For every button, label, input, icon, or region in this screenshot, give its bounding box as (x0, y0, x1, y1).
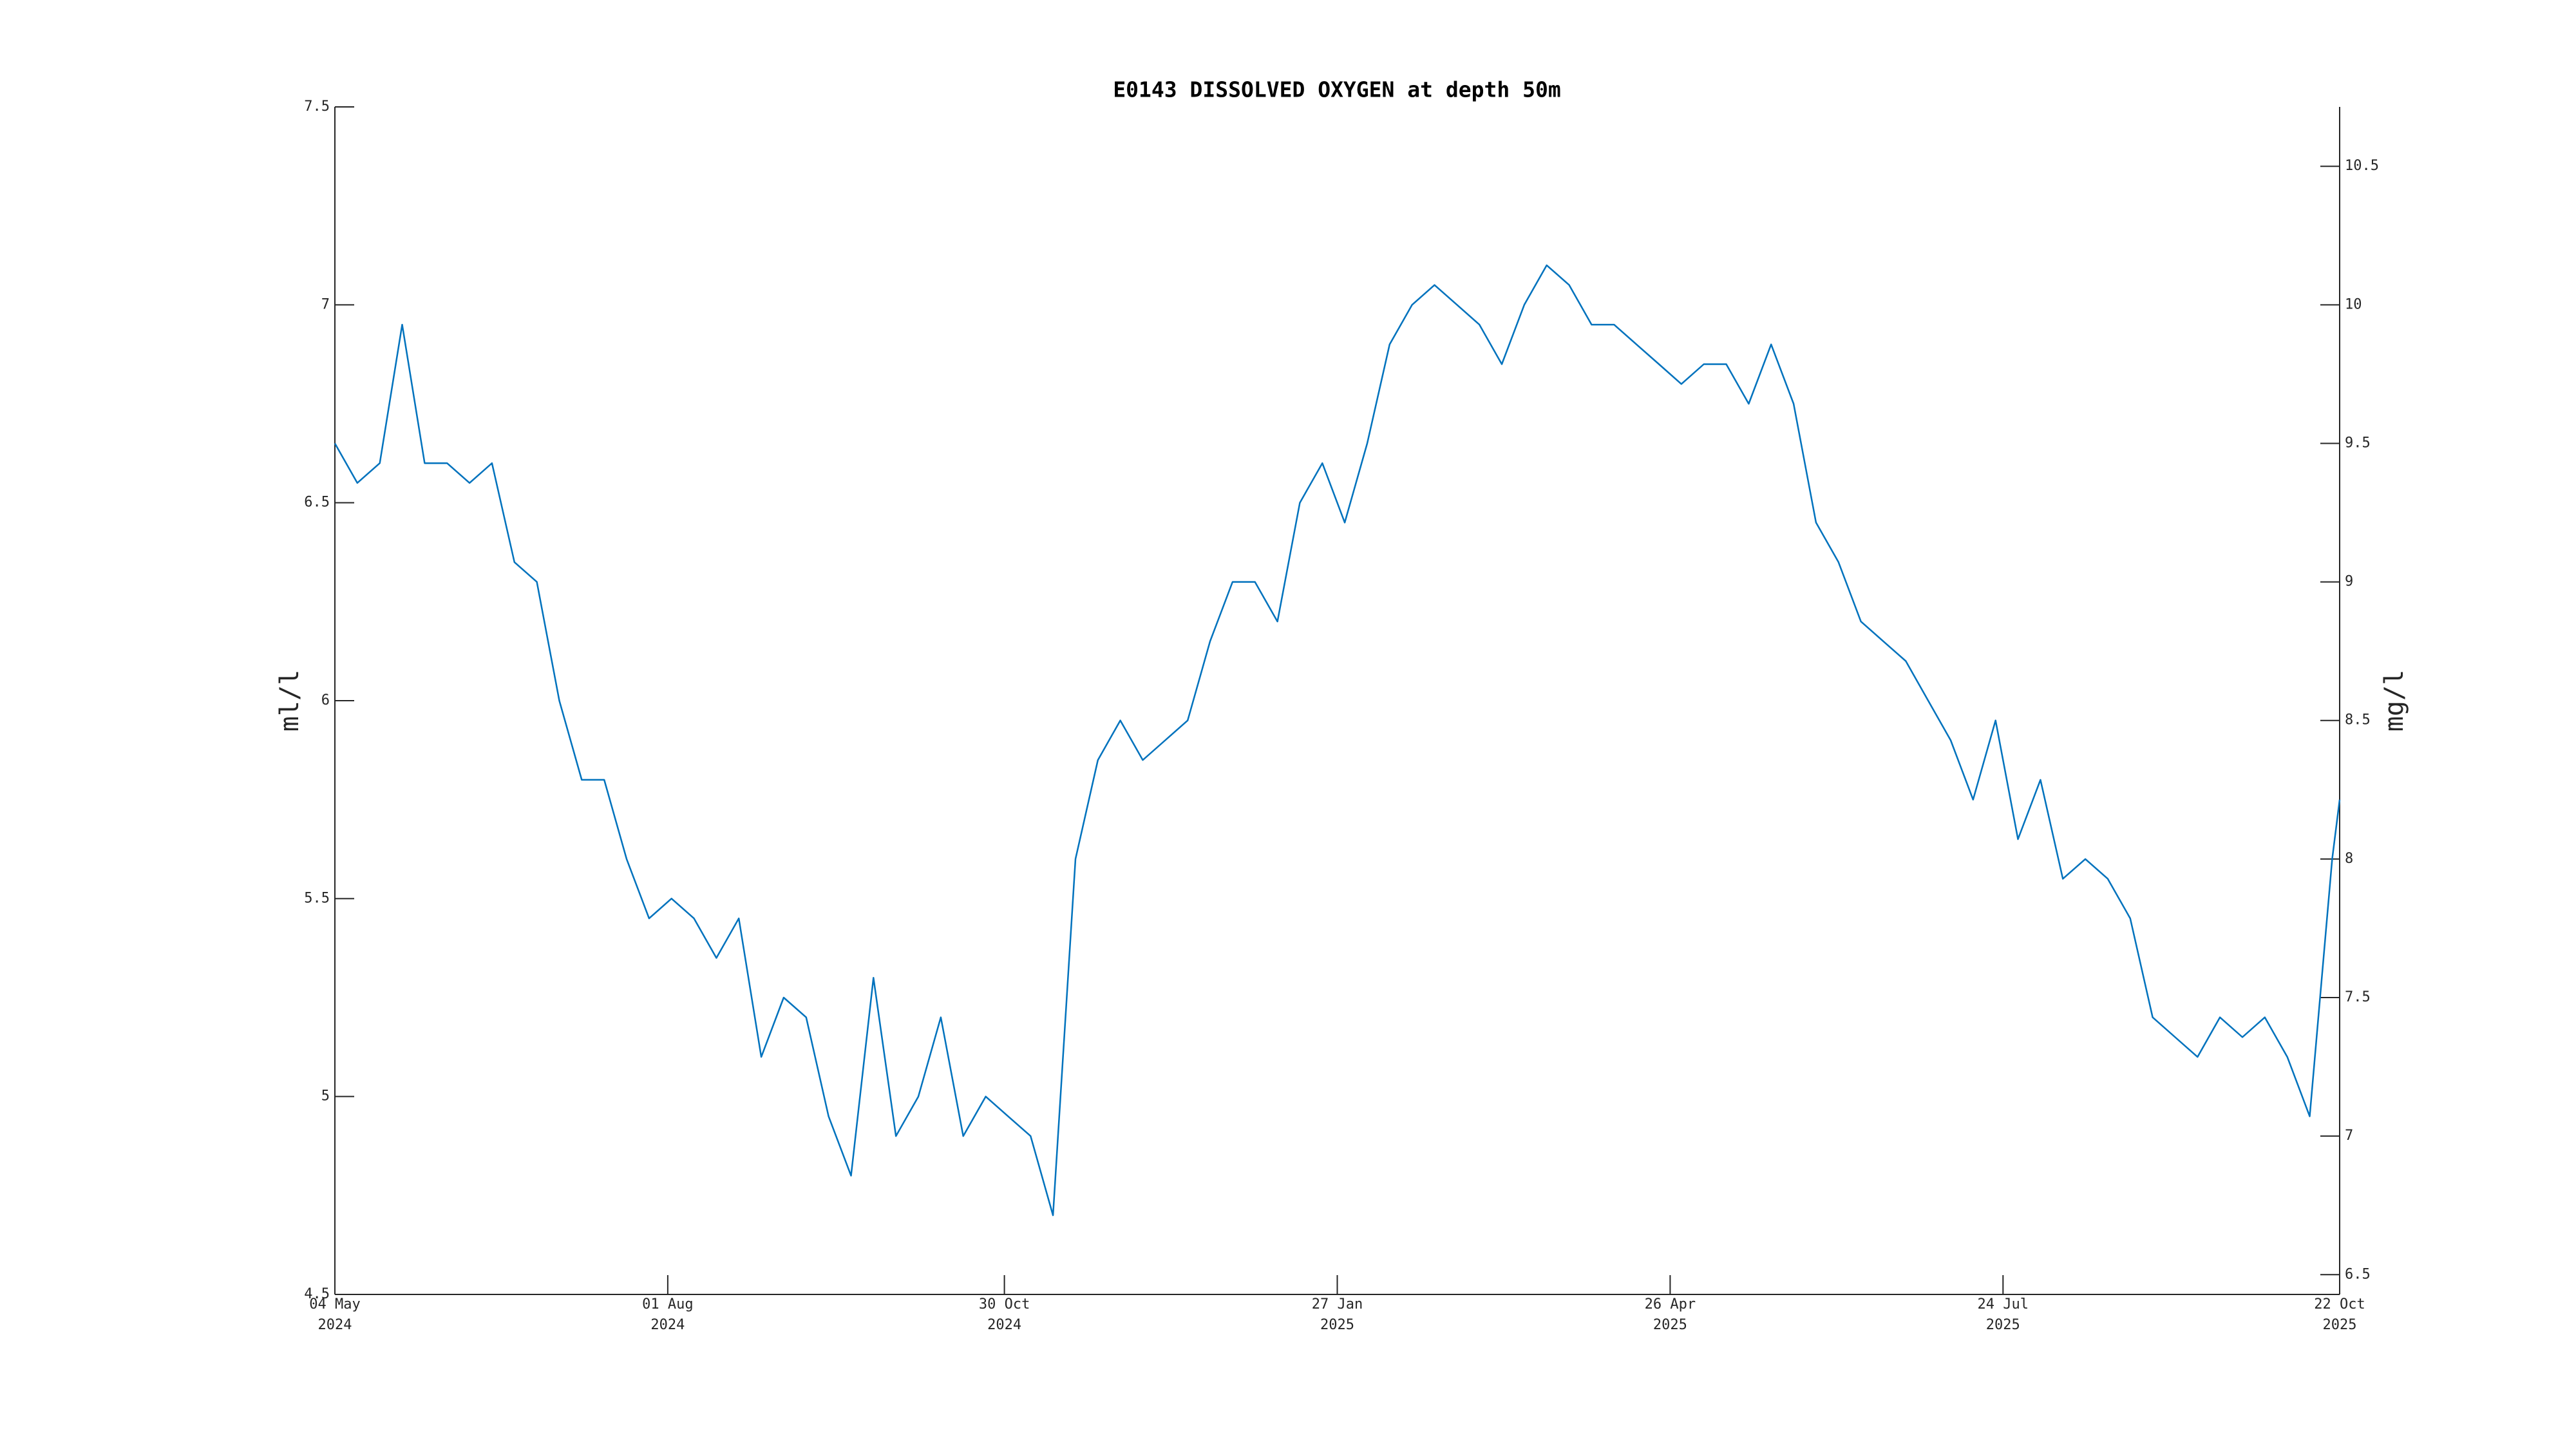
x-tick-label: 27 Jan (1312, 1296, 1363, 1312)
y-tick-label: 7 (321, 296, 330, 312)
y2-tick-label: 10 (2345, 296, 2362, 312)
x-tick-label: 2024 (318, 1317, 352, 1333)
y2-tick-label: 6.5 (2345, 1266, 2371, 1282)
x-tick-label: 04 May (309, 1296, 360, 1312)
x-tick-label: 2025 (2323, 1317, 2357, 1333)
data-line (334, 264, 2341, 1217)
y-tick-label: 4.5 (304, 1286, 330, 1302)
y-tick-label: 5.5 (304, 890, 330, 906)
x-tick-label: 2025 (1320, 1317, 1354, 1333)
y2-tick-label: 9.5 (2345, 435, 2371, 451)
y2-tick-label: 8.5 (2345, 712, 2371, 728)
y-tick-label: 5 (321, 1088, 330, 1104)
y2-axis-label: mg/l (2380, 670, 2409, 732)
x-tick-label: 2024 (650, 1317, 685, 1333)
y2-tick-label: 8 (2345, 851, 2353, 867)
x-tick-label: 30 Oct (979, 1296, 1030, 1312)
y-tick-label: 7.5 (304, 99, 330, 115)
x-tick-label: 01 Aug (642, 1296, 693, 1312)
y-tick-label: 6 (321, 692, 330, 708)
x-tick-label: 2024 (987, 1317, 1021, 1333)
x-tick-label: 2025 (1653, 1317, 1687, 1333)
x-tick-label: 2025 (1986, 1317, 2020, 1333)
x-tick-label: 22 Oct (2314, 1296, 2365, 1312)
y-axis-label: ml/l (275, 670, 305, 732)
y2-tick-label: 10.5 (2345, 158, 2379, 174)
y2-tick-label: 7 (2345, 1128, 2353, 1144)
y2-tick-label: 9 (2345, 574, 2353, 590)
y2-tick-label: 7.5 (2345, 989, 2371, 1005)
y-tick-label: 6.5 (304, 495, 330, 511)
x-tick-label: 26 Apr (1645, 1296, 1696, 1312)
x-tick-label: 24 Jul (1978, 1296, 2029, 1312)
chart-title: E0143 DISSOLVED OXYGEN at depth 50m (1113, 77, 1560, 102)
